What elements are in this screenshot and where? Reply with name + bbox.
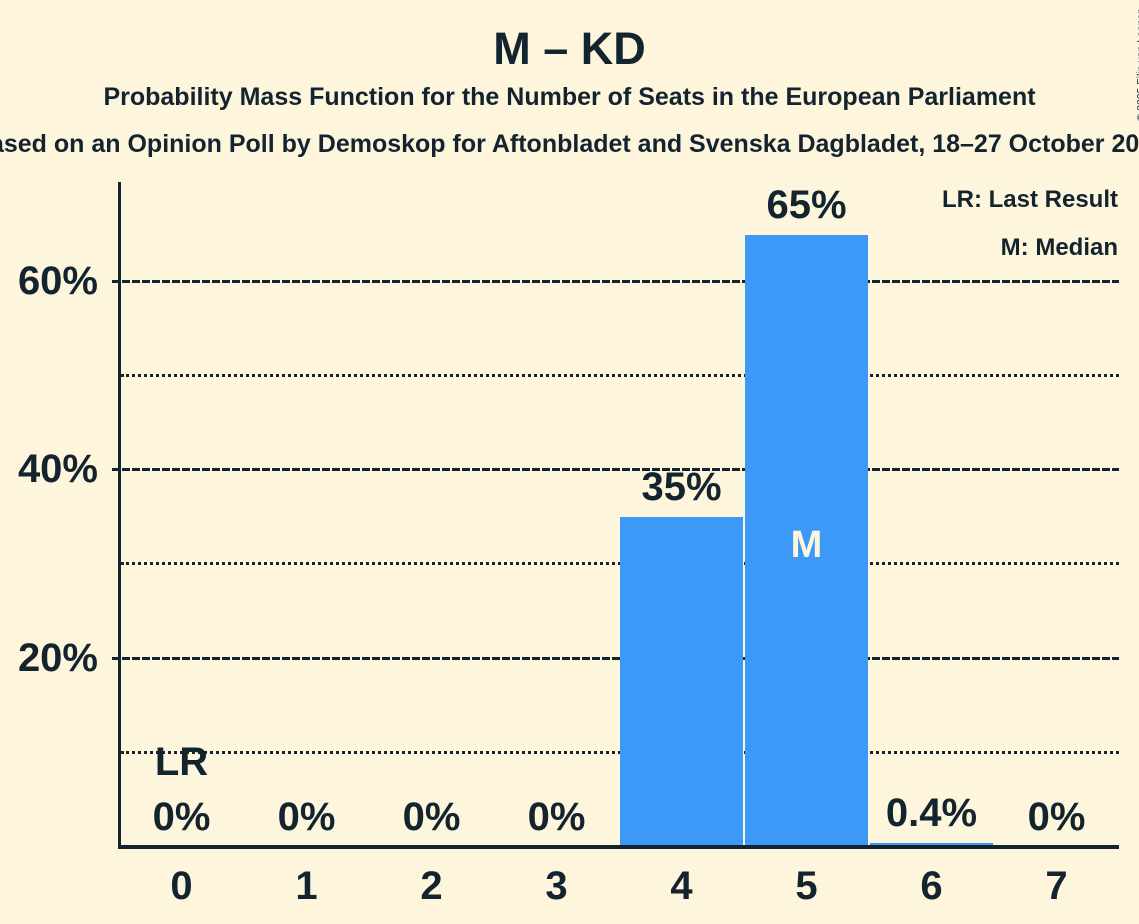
- major-gridline-20pct: [112, 656, 1119, 660]
- bar-seats-4: [620, 517, 743, 847]
- chart-source-line: Based on an Opinion Poll by Demoskop for…: [0, 130, 1139, 158]
- chart-legend: LR: Last Result M: Median: [942, 186, 1118, 282]
- y-axis-tick-label-40pct: 40%: [17, 447, 98, 492]
- bar-value-label-seats-5: 65%: [766, 183, 847, 227]
- y-axis-tick-label-60pct: 60%: [17, 258, 98, 303]
- y-axis-tick-label-20pct: 20%: [17, 635, 98, 680]
- x-axis-category-label-3: 3: [545, 864, 568, 908]
- bar-value-label-seats-4: 35%: [641, 465, 722, 509]
- bar-value-label-seats-6: 0.4%: [885, 791, 978, 835]
- bar-seats-5: [745, 235, 868, 847]
- legend-median: M: Median: [1000, 234, 1118, 261]
- x-axis-category-label-6: 6: [920, 864, 943, 908]
- last-result-marker: LR: [154, 740, 209, 784]
- y-axis-line: [118, 182, 121, 848]
- x-axis-category-label-4: 4: [670, 864, 693, 908]
- x-axis-category-label-1: 1: [295, 864, 318, 908]
- legend-last-result: LR: Last Result: [941, 186, 1118, 213]
- major-gridline-40pct: [112, 468, 1119, 472]
- bar-value-label-seats-3: 0%: [527, 795, 586, 839]
- x-axis-category-label-5: 5: [795, 864, 818, 908]
- x-axis-category-label-2: 2: [420, 864, 443, 908]
- x-axis-category-label-0: 0: [170, 864, 193, 908]
- bar-value-label-seats-7: 0%: [1027, 795, 1086, 839]
- chart-title: M – KD: [493, 23, 646, 74]
- bar-value-label-seats-2: 0%: [402, 795, 461, 839]
- median-marker: M: [790, 524, 823, 566]
- major-gridline-60pct: [112, 279, 1119, 283]
- x-axis-category-label-7: 7: [1045, 864, 1068, 908]
- chart-subtitle: Probability Mass Function for the Number…: [103, 83, 1036, 111]
- minor-gridline-50pct: [121, 374, 1119, 377]
- x-axis-line: [118, 845, 1119, 849]
- bar-value-label-seats-0: 0%: [152, 795, 211, 839]
- bar-value-label-seats-1: 0%: [277, 795, 336, 839]
